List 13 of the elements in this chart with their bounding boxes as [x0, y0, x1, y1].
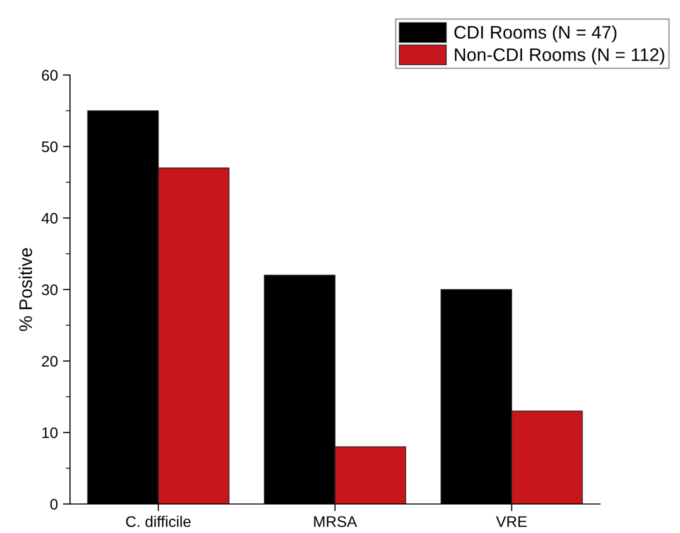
y-tick-label: 20	[42, 356, 58, 367]
y-tick-label: 60	[42, 70, 58, 81]
y-tick-label: 50	[42, 141, 58, 152]
legend-label: CDI Rooms (N = 47)	[454, 25, 616, 42]
y-axis-title: % Positive	[18, 248, 32, 331]
y-tick-label: 10	[42, 427, 58, 438]
x-tick-label: C. difficile	[126, 516, 191, 528]
y-tick-label: 40	[42, 212, 58, 224]
x-tick-label: VRE	[496, 516, 527, 527]
legend-label: Non-CDI Rooms (N = 112)	[454, 48, 664, 65]
y-tick-label: 30	[42, 284, 58, 296]
y-tick-label: 0	[50, 498, 58, 510]
x-tick-label: MRSA	[314, 516, 358, 528]
